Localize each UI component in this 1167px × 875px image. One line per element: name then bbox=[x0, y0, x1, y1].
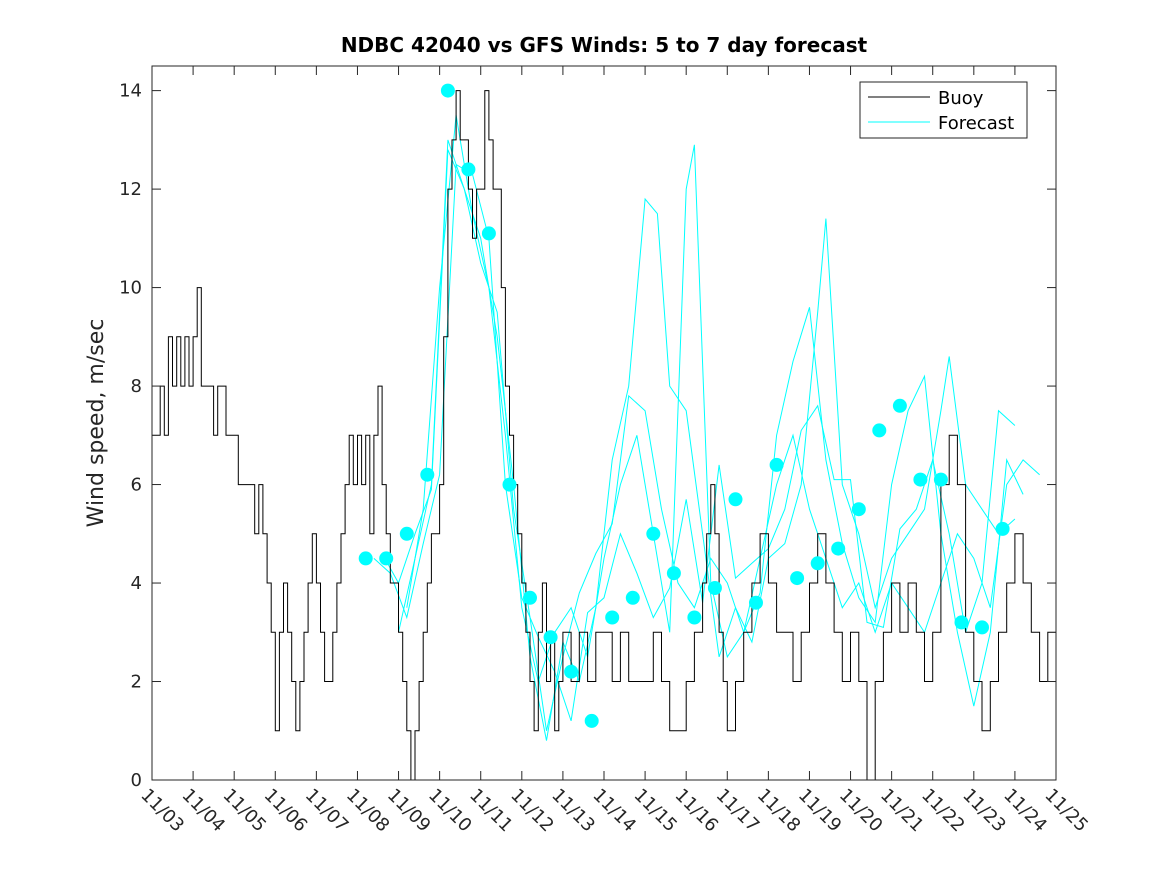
forecast-marker bbox=[810, 556, 825, 571]
forecast-line-1 bbox=[373, 163, 1016, 722]
forecast-marker bbox=[790, 571, 805, 586]
forecast-marker bbox=[502, 477, 517, 492]
y-tick-label: 4 bbox=[131, 573, 142, 594]
buoy-series bbox=[152, 90, 1056, 781]
chart-title: NDBC 42040 vs GFS Winds: 5 to 7 day fore… bbox=[341, 33, 868, 57]
forecast-marker bbox=[481, 226, 496, 241]
legend-forecast-label: Forecast bbox=[938, 113, 1014, 134]
legend-buoy-label: Buoy bbox=[938, 88, 984, 109]
forecast-marker bbox=[605, 610, 620, 625]
y-tick-label: 8 bbox=[131, 376, 142, 397]
legend-box bbox=[859, 81, 1028, 139]
forecast-marker bbox=[933, 472, 948, 487]
forecast-marker bbox=[420, 467, 435, 482]
y-tick-label: 14 bbox=[119, 81, 142, 102]
forecast-marker bbox=[461, 162, 476, 177]
forecast-marker bbox=[646, 526, 661, 541]
forecast-marker bbox=[399, 526, 414, 541]
y-tick-label: 10 bbox=[119, 278, 142, 299]
forecast-marker bbox=[687, 610, 702, 625]
forecast-marker bbox=[379, 551, 394, 566]
y-axis-label: Wind speed, m/sec bbox=[84, 319, 109, 528]
forecast-marker bbox=[358, 551, 373, 566]
forecast-marker bbox=[913, 472, 928, 487]
y-tick-label: 6 bbox=[131, 475, 142, 496]
forecast-marker bbox=[851, 502, 866, 517]
legend: Buoy Forecast bbox=[859, 81, 1028, 139]
forecast-marker bbox=[564, 664, 579, 679]
y-tick-label: 0 bbox=[131, 770, 142, 791]
forecast-marker bbox=[749, 595, 763, 610]
forecast-marker bbox=[707, 581, 722, 595]
buoy-line bbox=[152, 90, 1056, 781]
forecast-marker bbox=[995, 521, 1010, 536]
forecast-marker bbox=[625, 590, 640, 605]
forecast-marker bbox=[728, 492, 743, 507]
forecast-marker bbox=[954, 615, 969, 630]
forecast-markers bbox=[358, 83, 1010, 728]
forecast-marker bbox=[872, 423, 887, 438]
plot-area bbox=[152, 66, 1056, 780]
forecast-marker bbox=[892, 398, 907, 413]
y-axis: 0 2 4 6 8 10 12 14 bbox=[119, 81, 1056, 791]
forecast-marker bbox=[666, 566, 681, 581]
y-tick-label: 2 bbox=[131, 672, 142, 693]
forecast-marker bbox=[523, 590, 537, 605]
forecast-marker bbox=[975, 620, 989, 635]
forecast-marker bbox=[831, 541, 846, 556]
forecast-marker bbox=[543, 630, 558, 645]
y-tick-label: 12 bbox=[119, 179, 142, 200]
forecast-marker bbox=[440, 83, 455, 98]
forecast-marker bbox=[584, 713, 599, 728]
forecast-line-3 bbox=[398, 139, 1016, 741]
forecast-marker bbox=[769, 457, 784, 472]
